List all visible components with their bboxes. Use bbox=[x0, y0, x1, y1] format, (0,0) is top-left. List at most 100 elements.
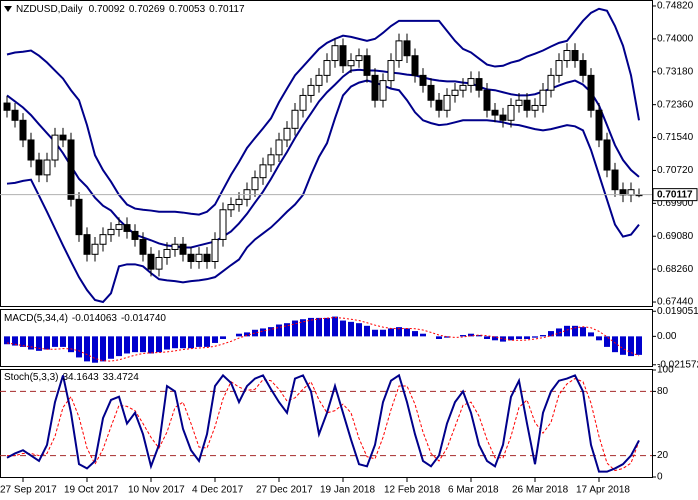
candle-body bbox=[187, 253, 195, 263]
candle-body bbox=[283, 127, 291, 141]
candle-body bbox=[307, 84, 315, 96]
macd-bar bbox=[620, 336, 626, 355]
macd-bar bbox=[540, 335, 546, 337]
y-tick-label: 100 bbox=[657, 365, 674, 376]
x-tick-label: 19 Oct 2017 bbox=[64, 485, 119, 496]
macd-bar bbox=[4, 336, 10, 345]
candle-body bbox=[483, 89, 491, 111]
macd-bar bbox=[372, 329, 378, 337]
macd-bar bbox=[508, 336, 514, 341]
candle-body bbox=[11, 109, 19, 121]
x-tick-label: 6 Mar 2018 bbox=[448, 485, 499, 496]
symbol: NZDUSD,Daily bbox=[16, 4, 83, 15]
macd-bar bbox=[236, 333, 242, 337]
candle-body bbox=[139, 238, 147, 255]
candle-body bbox=[219, 209, 227, 240]
candle-body bbox=[459, 84, 467, 91]
symbol-icon bbox=[4, 6, 12, 12]
candle-body bbox=[403, 40, 411, 57]
macd-bar bbox=[244, 332, 250, 337]
candle-body bbox=[171, 243, 179, 250]
y-tick-label: 0.69900 bbox=[657, 198, 694, 209]
macd-bar bbox=[604, 336, 610, 347]
stoch-signal bbox=[7, 377, 640, 472]
y-tick-label: 0.69080 bbox=[657, 231, 694, 242]
candle-body bbox=[499, 114, 507, 121]
macd-bar bbox=[100, 336, 106, 362]
candle-body bbox=[619, 189, 627, 196]
candle-body bbox=[35, 159, 43, 176]
candle-body bbox=[123, 224, 131, 232]
candle-body bbox=[555, 60, 563, 76]
macd-title: MACD(5,34,4) bbox=[4, 313, 68, 324]
macd-readout: -0.014063 bbox=[72, 313, 117, 324]
candle-body bbox=[379, 80, 387, 101]
macd-bar bbox=[284, 323, 290, 337]
candle-body bbox=[235, 198, 243, 206]
y-tick-label: 0.00 bbox=[657, 331, 677, 342]
macd-bar bbox=[36, 336, 42, 351]
stoch-main-readout: 34.1643 bbox=[62, 372, 99, 383]
candle-body bbox=[67, 139, 75, 200]
stoch-title: Stoch(5,3,3) bbox=[4, 372, 58, 383]
macd-bar bbox=[628, 336, 634, 357]
candle-body bbox=[3, 102, 11, 111]
macd-bar bbox=[268, 327, 274, 337]
macd-bar bbox=[52, 336, 58, 347]
band-upper bbox=[6, 7, 640, 216]
candle-body bbox=[451, 89, 459, 96]
y-tick-label: 0.72360 bbox=[657, 99, 694, 110]
macd-bar bbox=[564, 325, 570, 337]
macd-bar bbox=[148, 336, 154, 354]
x-tick-label: 4 Dec 2017 bbox=[192, 485, 244, 496]
candle-body bbox=[427, 84, 435, 101]
candle-body bbox=[99, 234, 107, 245]
y-tick-label: 0.68260 bbox=[657, 264, 694, 275]
candle-body bbox=[75, 198, 83, 236]
candle-body bbox=[515, 99, 523, 106]
macd-bar bbox=[300, 319, 306, 337]
macd-bar bbox=[532, 336, 538, 338]
candle-body bbox=[395, 40, 403, 62]
candle-body bbox=[603, 139, 611, 171]
macd-bar bbox=[68, 336, 74, 353]
candle-body bbox=[211, 238, 219, 263]
y-tick-label: 0.019051 bbox=[657, 306, 698, 317]
macd-bar bbox=[460, 335, 466, 337]
candle-body bbox=[251, 177, 259, 191]
candle-body bbox=[611, 169, 619, 191]
candle-body bbox=[571, 50, 579, 62]
macd-bar bbox=[188, 336, 194, 349]
last-high: 0.70269 bbox=[129, 4, 166, 15]
candle-body bbox=[443, 94, 451, 111]
macd-bar bbox=[220, 336, 226, 339]
macd-signal bbox=[6, 317, 640, 362]
candle-body bbox=[627, 189, 635, 196]
macd-bar bbox=[492, 336, 498, 341]
macd-bar bbox=[396, 327, 402, 337]
candle-body bbox=[267, 154, 275, 166]
macd-bar bbox=[204, 336, 210, 347]
x-tick-label: 10 Nov 2017 bbox=[128, 485, 185, 496]
macd-bar bbox=[364, 325, 370, 337]
macd-bar bbox=[356, 323, 362, 337]
candle-body bbox=[91, 243, 99, 255]
macd-bar bbox=[340, 320, 346, 337]
candle-body bbox=[299, 94, 307, 111]
band-lower bbox=[6, 79, 640, 304]
x-tick-label: 27 Sep 2017 bbox=[0, 485, 57, 496]
x-tick-label: 12 Feb 2018 bbox=[384, 485, 441, 496]
y-tick-label: 0.74820 bbox=[657, 1, 694, 12]
candle-body bbox=[347, 60, 355, 67]
stoch-main bbox=[6, 373, 640, 473]
macd-bar bbox=[468, 333, 474, 337]
macd-bar bbox=[332, 316, 338, 337]
macd-bar bbox=[140, 336, 146, 353]
candle-body bbox=[259, 164, 267, 179]
y-tick-label: 80 bbox=[657, 386, 669, 397]
candle-body bbox=[323, 60, 331, 76]
candle-body bbox=[579, 60, 587, 76]
stoch-panel-frame bbox=[0, 369, 653, 478]
macd-bar bbox=[500, 336, 506, 342]
macd-bar bbox=[76, 336, 82, 358]
